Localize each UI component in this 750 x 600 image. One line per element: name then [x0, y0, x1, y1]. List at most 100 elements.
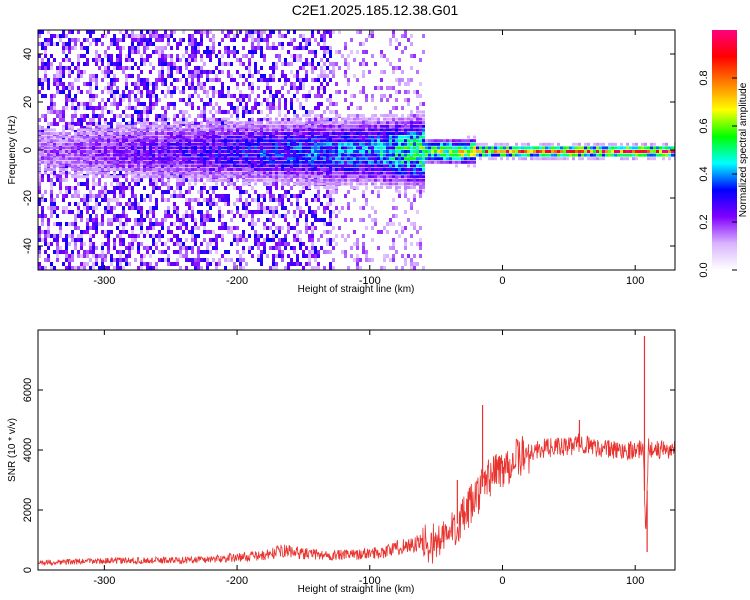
spectrogram-cell [302, 254, 305, 258]
spectrogram-cell [224, 168, 227, 171]
spectrogram-cell [95, 218, 98, 222]
spectrogram-cell [83, 38, 86, 42]
spectrogram-cell [341, 139, 344, 143]
spectrogram-cell [38, 168, 41, 171]
spectrogram-cell [275, 168, 278, 171]
spectrogram-cell [323, 42, 326, 46]
spectrogram-cell [359, 164, 362, 168]
spectrogram-cell [293, 175, 296, 179]
spectrogram-cell [308, 146, 311, 150]
spectrogram-cell [161, 66, 164, 70]
spectrogram-cell [206, 74, 209, 78]
spectrogram-cell [329, 126, 332, 130]
spectrogram-cell [197, 66, 200, 70]
spectrogram-cell [215, 139, 218, 143]
spectrogram-cell [65, 157, 68, 161]
spectrogram-cell [224, 142, 227, 146]
spectrogram-cell [62, 82, 65, 86]
spectrogram-cell [251, 121, 254, 125]
spectrogram-cell [197, 124, 200, 128]
spectrogram-cell [254, 139, 257, 143]
spectrogram-cell [173, 153, 176, 157]
spectrogram-cell [164, 114, 167, 118]
spectrogram-cell [272, 146, 275, 150]
spectrogram-cell [359, 30, 362, 34]
spectrogram-cell [293, 128, 296, 132]
spectrogram-cell [314, 246, 317, 250]
spectrogram-cell [164, 214, 167, 218]
spectrogram-cell [338, 178, 341, 182]
spectrogram-cell [134, 106, 137, 110]
spectrogram-cell [137, 78, 140, 82]
spectrogram-cell [80, 157, 83, 161]
spectrogram-cell [176, 218, 179, 222]
spectrogram-cell [353, 157, 356, 161]
spectrogram-cell [113, 146, 116, 150]
spectrogram-cell [164, 30, 167, 34]
spectrogram-cell [212, 106, 215, 110]
spectrogram-cell [68, 135, 71, 139]
spectrogram-cell [146, 54, 149, 58]
spectrogram-cell [140, 142, 143, 146]
spectrogram-cell [119, 230, 122, 234]
spectrogram-cell [299, 157, 302, 161]
spectrogram-cell [113, 186, 116, 190]
spectrogram-cell [74, 66, 77, 70]
spectrogram-cell [197, 78, 200, 82]
spectrogram-cell [287, 168, 290, 171]
spectrogram-cell [137, 121, 140, 125]
spectrogram-cell [44, 118, 47, 122]
spectrogram-cell [155, 202, 158, 206]
spectrogram-cell [296, 135, 299, 139]
spectrogram-cell [74, 38, 77, 42]
spectrogram-cell [356, 171, 359, 175]
spectrogram-cell [329, 34, 332, 38]
spectrogram-cell [203, 114, 206, 118]
spectrogram-cell [302, 168, 305, 171]
spectrogram-cell [50, 157, 53, 161]
spectrogram-cell [215, 157, 218, 161]
spectrogram-cell [92, 162, 95, 166]
spectrogram-cell [317, 206, 320, 210]
spectrogram-cell [77, 153, 80, 157]
spectrogram-cell [164, 182, 167, 186]
spectrogram-cell [209, 146, 212, 150]
spectrogram-cell [74, 202, 77, 206]
spectrogram-cell [365, 178, 368, 182]
spectrogram-cell [80, 242, 83, 246]
spectrogram-cell [74, 110, 77, 114]
spectrogram-cell [356, 135, 359, 139]
spectrogram-cell [269, 160, 272, 164]
spectrogram-cell [245, 206, 248, 210]
spectrogram-cell [53, 102, 56, 106]
spectrogram-cell [224, 139, 227, 143]
spectrogram-cell [263, 178, 266, 182]
spectrogram-cell [353, 171, 356, 175]
spectrogram-cell [293, 74, 296, 78]
spectrogram-cell [89, 90, 92, 94]
spectrogram-cell [149, 153, 152, 157]
spectrogram-cell [290, 146, 293, 150]
spectrogram-cell [311, 266, 314, 270]
spectrogram-cell [260, 150, 263, 153]
spectrogram-cell [107, 66, 110, 70]
spectrogram-cell [197, 171, 200, 175]
spectrogram-cell [245, 34, 248, 38]
spectrogram-cell [353, 168, 356, 171]
spectrogram-cell [239, 132, 242, 135]
spectrogram-cell [251, 150, 254, 153]
spectrogram-cell [107, 122, 110, 126]
spectrogram-cell [59, 66, 62, 70]
spectrogram-cell [233, 34, 236, 38]
spectrogram-cell [356, 160, 359, 164]
spectrogram-cell [350, 38, 353, 42]
spectrogram-cell [305, 62, 308, 66]
spectrogram-cell [65, 146, 68, 150]
spectrogram-cell [329, 30, 332, 34]
spectrogram-cell [164, 258, 167, 262]
spectrogram-cell [137, 146, 140, 150]
spectrogram-cell [152, 124, 155, 128]
spectrogram-cell [134, 153, 137, 157]
spectrogram-cell [302, 124, 305, 128]
spectrogram-cell [92, 186, 95, 190]
